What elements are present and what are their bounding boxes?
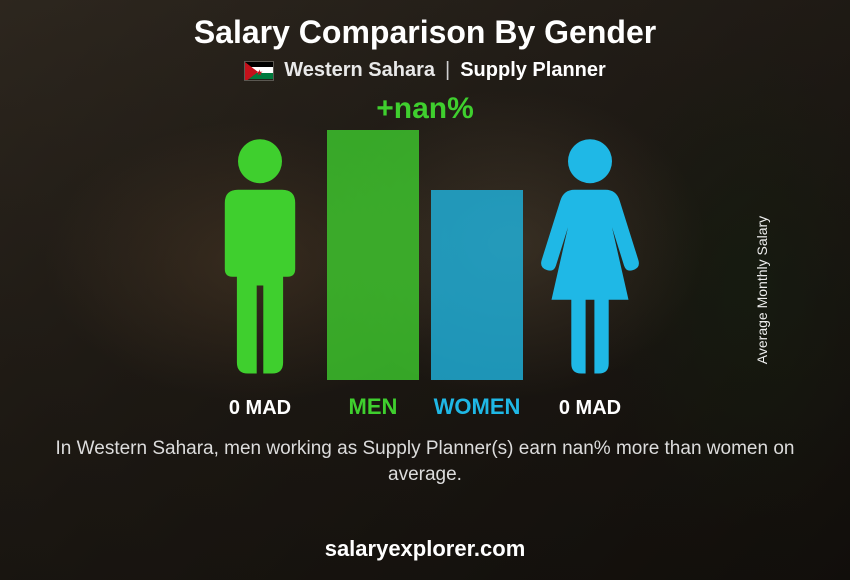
women-icon-col: 0 MAD bbox=[535, 133, 645, 420]
women-bar bbox=[431, 190, 523, 380]
men-value: 0 MAD bbox=[229, 397, 291, 420]
men-category-label: MEN bbox=[349, 394, 398, 420]
male-icon bbox=[205, 133, 315, 383]
description-text: In Western Sahara, men working as Supply… bbox=[55, 436, 795, 487]
women-value: 0 MAD bbox=[559, 397, 621, 420]
page-title: Salary Comparison By Gender bbox=[194, 14, 656, 51]
location-label: Western Sahara bbox=[284, 59, 435, 82]
men-bar bbox=[327, 130, 419, 380]
percent-difference: +nan% bbox=[376, 92, 474, 126]
site-credit: salaryexplorer.com bbox=[0, 536, 850, 562]
infographic-container: Salary Comparison By Gender ★ Western Sa… bbox=[0, 0, 850, 580]
subtitle-row: ★ Western Sahara | Supply Planner bbox=[244, 59, 606, 82]
separator: | bbox=[445, 59, 450, 82]
comparison-chart: 0 MAD MEN WOMEN 0 MAD bbox=[205, 130, 645, 420]
job-label: Supply Planner bbox=[460, 59, 606, 82]
men-bar-col: MEN bbox=[327, 130, 419, 420]
flag-icon: ★ bbox=[244, 61, 274, 81]
men-icon-col: 0 MAD bbox=[205, 133, 315, 420]
y-axis-label: Average Monthly Salary bbox=[754, 216, 770, 364]
women-category-label: WOMEN bbox=[434, 394, 521, 420]
women-bar-col: WOMEN bbox=[431, 190, 523, 420]
female-icon bbox=[535, 133, 645, 383]
